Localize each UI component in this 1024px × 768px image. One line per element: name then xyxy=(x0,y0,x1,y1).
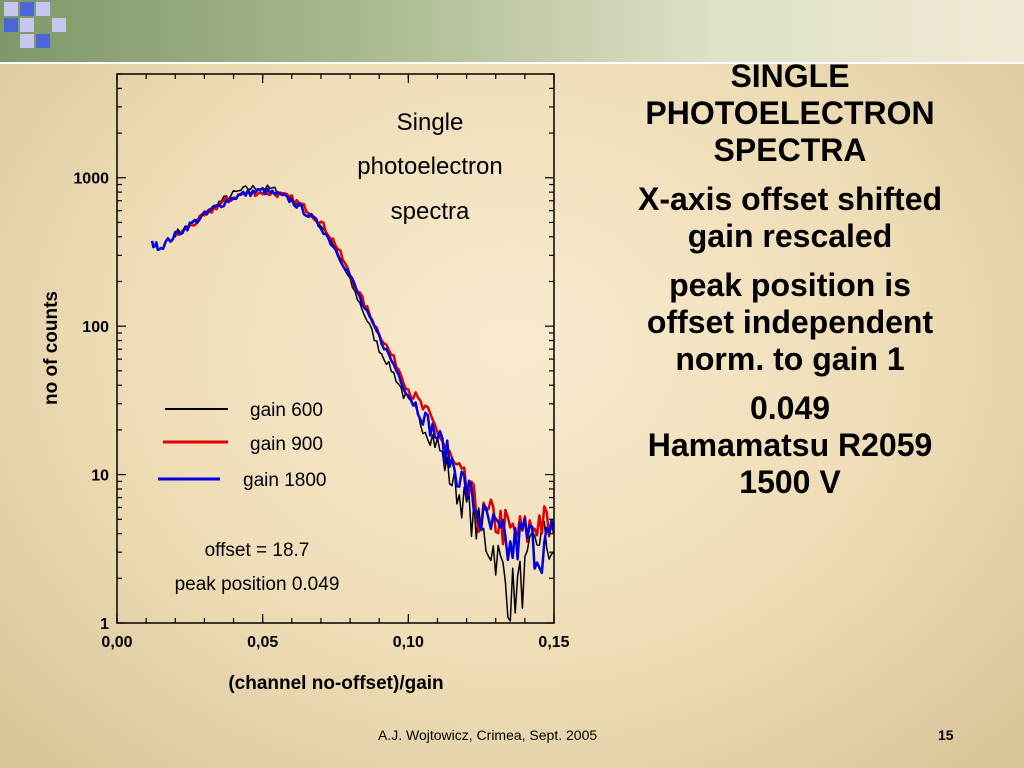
slide-footer: A.J. Wojtowicz, Crimea, Sept. 2005 xyxy=(378,727,598,743)
heading-line: SPECTRA xyxy=(713,132,867,168)
legend-label-gain-900: gain 900 xyxy=(250,434,323,455)
decorative-squares xyxy=(4,2,66,48)
paragraph-peak: peak position is offset independent norm… xyxy=(590,267,990,378)
deco-square xyxy=(20,34,34,48)
x-tick-label: 0,00 xyxy=(101,634,132,651)
deco-square xyxy=(4,2,18,16)
series-line-gain-600 xyxy=(174,184,554,622)
legend-label-gain-600: gain 600 xyxy=(250,400,323,421)
annotation-peak-position: peak position 0.049 xyxy=(175,574,340,595)
deco-square xyxy=(20,18,34,32)
legend-label-gain-1800: gain 1800 xyxy=(243,470,326,491)
x-tick-label: 0,10 xyxy=(393,634,424,651)
plot-frame xyxy=(116,73,555,624)
x-tick-label: 0,15 xyxy=(538,634,569,651)
paragraph-line: gain rescaled xyxy=(687,218,893,254)
slide-top-bar xyxy=(0,0,1024,64)
paragraph-device: 0.049 Hamamatsu R2059 1500 V xyxy=(590,390,990,501)
y-tick-label: 1 xyxy=(100,616,109,633)
deco-square xyxy=(36,34,50,48)
deco-square xyxy=(20,2,34,16)
heading-line: SINGLE xyxy=(730,58,850,94)
series-line-gain-900 xyxy=(174,189,554,546)
paragraph-line: norm. to gain 1 xyxy=(675,341,905,377)
deco-square xyxy=(52,18,66,32)
paragraph-line: Hamamatsu R2059 xyxy=(647,427,933,463)
y-tick-label: 100 xyxy=(82,319,109,336)
chart-title-line-2: photoelectron xyxy=(357,153,502,180)
slide-heading: SINGLE PHOTOELECTRON SPECTRA xyxy=(590,58,990,169)
annotation-offset: offset = 18.7 xyxy=(205,540,310,561)
y-axis-title: no of counts xyxy=(41,291,62,405)
paragraph-line: X-axis offset shifted xyxy=(637,181,943,217)
slide-text-panel: SINGLE PHOTOELECTRON SPECTRA X-axis offs… xyxy=(590,58,990,513)
deco-square xyxy=(36,2,50,16)
chart-title-line-3: spectra xyxy=(391,198,470,225)
page-number: 15 xyxy=(938,727,954,743)
heading-line: PHOTOELECTRON xyxy=(645,95,935,131)
x-tick-label: 0,05 xyxy=(247,634,278,651)
x-axis-title: (channel no-offset)/gain xyxy=(228,673,443,694)
paragraph-line: peak position is xyxy=(669,267,911,303)
y-tick-label: 10 xyxy=(91,468,109,485)
series-line-gain-1800 xyxy=(150,187,554,575)
deco-square xyxy=(4,18,18,32)
series-group xyxy=(150,184,554,622)
y-tick-label: 1000 xyxy=(73,171,109,188)
paragraph-line: 1500 V xyxy=(739,464,841,500)
chart-title-line-1: Single xyxy=(397,109,464,136)
tick-labels-group: 0,00 0,05 0,10 0,15 1 10 100 1000 xyxy=(73,171,569,651)
ticks-group xyxy=(116,73,555,624)
paragraph-line: 0.049 xyxy=(749,390,831,426)
paragraph-offset: X-axis offset shifted gain rescaled xyxy=(590,181,990,255)
paragraph-line: offset independent xyxy=(646,304,934,340)
